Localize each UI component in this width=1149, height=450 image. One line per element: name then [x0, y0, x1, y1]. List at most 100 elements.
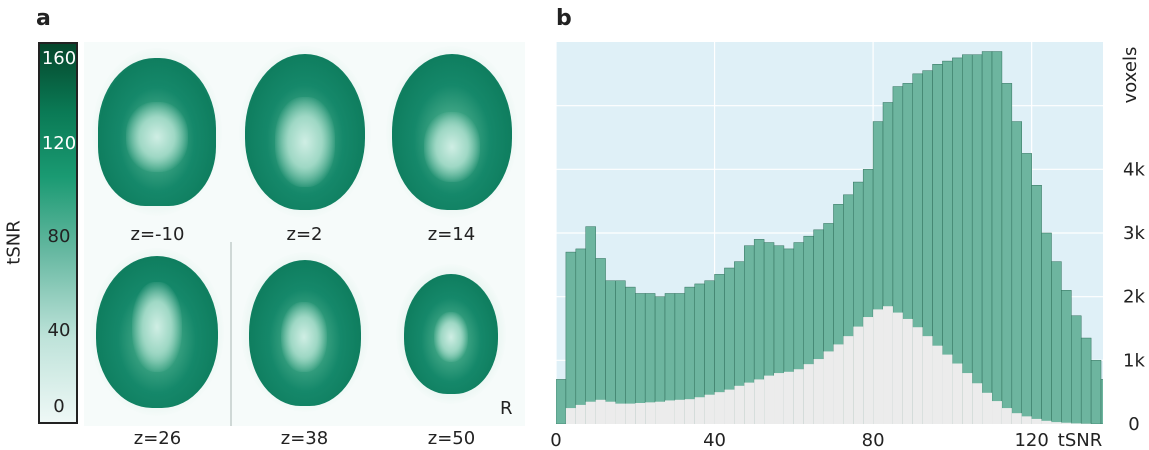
overlay-bar: [1031, 418, 1042, 424]
overlay-bar: [843, 336, 854, 424]
overlay-bar: [734, 385, 745, 424]
overlay-bar: [1071, 423, 1082, 424]
overlay-bar: [892, 312, 903, 424]
overlay-bar: [575, 404, 586, 424]
histogram-bar: [625, 286, 636, 424]
colorbar-tick-0: 0: [53, 396, 65, 417]
overlay-bar: [1011, 413, 1022, 424]
x-tick-label: 40: [703, 430, 726, 450]
slice-label-z26: z=26: [133, 428, 182, 449]
histogram-bar: [1001, 83, 1013, 424]
histogram-bar: [1041, 232, 1052, 424]
y-axis-label: voxels: [1120, 47, 1141, 104]
histogram-bar: [962, 54, 973, 424]
colorbar-tick-120: 120: [41, 133, 77, 154]
overlay-bar: [615, 403, 626, 424]
overlay-bar: [992, 401, 1002, 424]
histogram-bar: [1061, 290, 1072, 424]
overlay-bar: [823, 351, 834, 424]
overlay-bar: [635, 402, 646, 424]
histogram-bar: [575, 248, 586, 424]
colorbar-tick-80: 80: [47, 226, 71, 247]
overlay-bar: [704, 394, 715, 424]
brain-slice-z2: [231, 42, 378, 232]
x-tick-label: 80: [862, 430, 885, 450]
overlay-bar: [645, 402, 656, 424]
histogram-bar: [1090, 360, 1102, 424]
slice-label-z50: z=50: [427, 428, 476, 449]
overlay-bar: [585, 401, 596, 424]
x-tick-label: 0: [550, 430, 561, 450]
x-axis-label: tSNR: [1058, 430, 1102, 450]
overlay-bar: [754, 379, 765, 424]
overlay-bar: [853, 326, 864, 424]
overlay-bar: [1061, 422, 1072, 424]
overlay-bar: [922, 336, 933, 424]
overlay-bar: [744, 382, 755, 424]
overlay-bar: [783, 371, 794, 424]
overlay-bar: [684, 399, 695, 424]
colorbar-tick-40: 40: [47, 320, 71, 341]
colorbar: [38, 42, 78, 424]
overlay-bar: [982, 392, 993, 424]
slice-label-z14: z=14: [427, 224, 476, 245]
x-tick-label: 120: [1014, 430, 1048, 450]
histogram-bar: [1051, 261, 1062, 424]
overlay-bar: [655, 401, 666, 424]
overlay-bar: [883, 306, 893, 424]
overlay-bar: [724, 389, 735, 424]
y-tick-label: 4k: [1123, 159, 1145, 180]
overlay-bar: [932, 345, 943, 424]
overlay-bar: [774, 373, 784, 424]
overlay-bar: [952, 363, 963, 424]
overlay-bar: [1021, 416, 1032, 424]
y-tick-label: 0: [1128, 414, 1139, 435]
histogram-bar: [556, 379, 567, 424]
brain-slice-z50: [378, 242, 525, 432]
brain-slice-grid: [84, 42, 525, 426]
overlay-bar: [962, 373, 973, 424]
overlay-bar: [694, 397, 705, 424]
overlay-bar: [873, 309, 884, 424]
overlay-bar: [674, 399, 685, 424]
histogram-bar: [585, 226, 596, 424]
y-tick-label: 2k: [1123, 287, 1145, 308]
overlay-bar: [714, 392, 725, 424]
overlay-bar: [902, 318, 913, 424]
overlay-bar: [665, 400, 675, 424]
slice-divider: [230, 242, 232, 426]
histogram-bar: [1080, 337, 1092, 424]
slice-label-z-10: z=-10: [130, 224, 185, 245]
overlay-bar: [833, 344, 844, 424]
bars-group: [556, 51, 1103, 424]
slice-label-z38: z=38: [280, 428, 329, 449]
panel-label-b: b: [556, 6, 572, 31]
overlay-bar: [595, 399, 606, 424]
histogram-bar: [1071, 315, 1082, 424]
y-tick-label: 1k: [1123, 350, 1145, 371]
brain-slice-z38: [231, 242, 378, 432]
overlay-bar: [972, 383, 983, 424]
histogram-bar: [615, 280, 626, 424]
histogram-bar: [1021, 153, 1032, 424]
brain-slice-z26: [84, 242, 231, 432]
histogram-bar: [971, 54, 983, 424]
slice-label-z2: z=2: [286, 224, 323, 245]
overlay-bar: [1041, 420, 1052, 424]
brain-slice-z-10: [84, 42, 231, 232]
histogram-bar: [991, 51, 1003, 424]
histogram-bar: [981, 51, 993, 424]
overlay-bar: [912, 327, 923, 424]
y-tick-label: 3k: [1123, 223, 1145, 244]
overlay-bar: [863, 317, 874, 424]
orientation-marker-right: R: [500, 398, 513, 419]
overlay-bar: [793, 369, 804, 424]
overlay-bar: [1051, 422, 1062, 424]
overlay-bar: [565, 408, 576, 424]
overlay-bar: [942, 354, 953, 424]
panel-label-a: a: [36, 6, 51, 31]
histogram-bar: [1100, 379, 1103, 424]
overlay-bar: [605, 401, 616, 424]
overlay-bar: [1001, 408, 1012, 424]
